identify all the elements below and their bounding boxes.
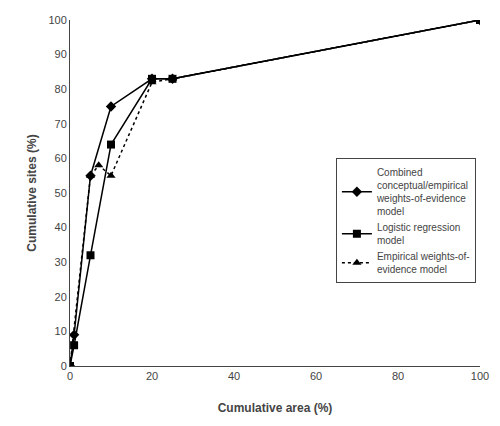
svg-text:90: 90 xyxy=(55,48,67,60)
svg-text:Combinedconceptual/empiricalwe: Combinedconceptual/empiricalweights-of-e… xyxy=(376,167,468,217)
svg-text:40: 40 xyxy=(55,221,67,233)
svg-text:100: 100 xyxy=(471,370,489,382)
svg-text:20: 20 xyxy=(146,370,158,382)
svg-text:0: 0 xyxy=(67,370,73,382)
svg-text:40: 40 xyxy=(228,370,240,382)
svg-text:60: 60 xyxy=(55,152,67,164)
svg-text:70: 70 xyxy=(55,118,67,130)
svg-text:50: 50 xyxy=(55,187,67,199)
svg-text:10: 10 xyxy=(55,325,67,337)
svg-text:30: 30 xyxy=(55,256,67,268)
svg-text:80: 80 xyxy=(55,83,67,95)
svg-text:Cumulative area (%): Cumulative area (%) xyxy=(218,401,333,415)
svg-text:100: 100 xyxy=(48,14,66,26)
svg-text:60: 60 xyxy=(310,370,322,382)
svg-text:Empirical weights-of-evidence: Empirical weights-of-evidence model xyxy=(377,251,470,275)
svg-text:Logistic regressionmodel: Logistic regressionmodel xyxy=(377,222,460,246)
svg-text:80: 80 xyxy=(392,370,404,382)
svg-text:0: 0 xyxy=(61,360,67,372)
svg-text:20: 20 xyxy=(55,291,67,303)
svg-text:Cumulative sites (%): Cumulative sites (%) xyxy=(25,134,39,251)
